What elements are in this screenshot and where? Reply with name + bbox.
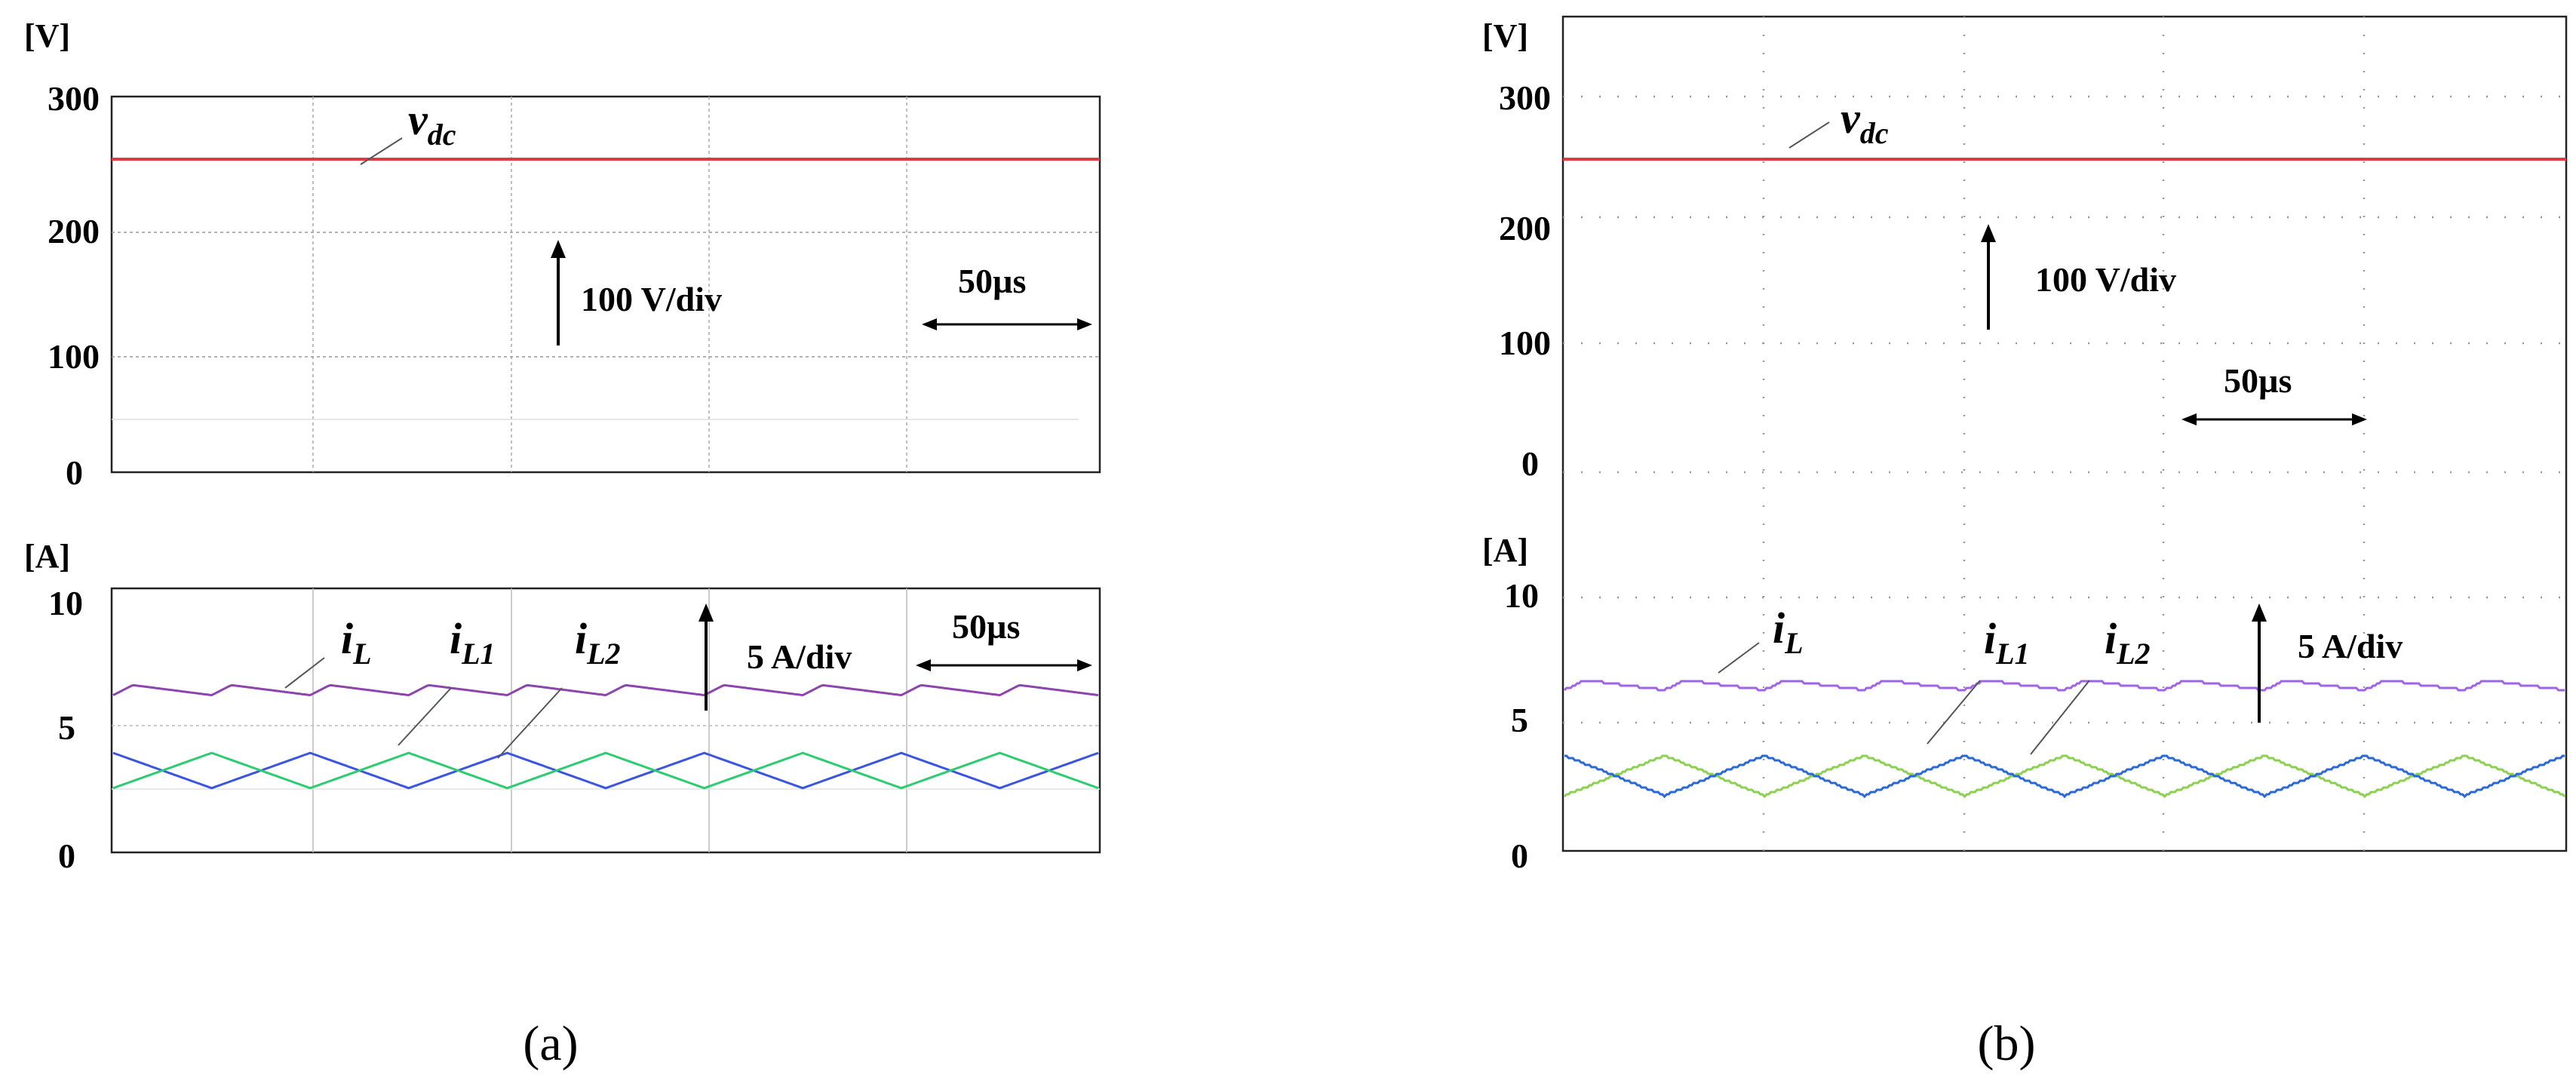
current-tick-0-a: 0: [58, 837, 75, 875]
voltage-tick-300-a: 300: [48, 79, 100, 118]
iL1-series-label-a: iL1: [450, 614, 496, 671]
voltage-tick-0-b: 0: [1521, 444, 1539, 483]
current-tick-10-a: 10: [48, 584, 83, 622]
iL-leader-line-b: [1718, 642, 1760, 674]
voltage-time-arrowhead-right-a: [1077, 318, 1092, 330]
current-plot-frame-a: [110, 587, 1101, 854]
current-tick-0-b: 0: [1511, 837, 1528, 875]
voltage-time-label-b: 50µs: [2224, 361, 2292, 400]
voltage-scale-label-a: 100 V/div: [581, 280, 722, 318]
subfigure-b: [V] 300 200 100 0 vdc 100 V/div 50µs [A]…: [1482, 15, 2568, 1071]
current-unit-label-a: [A]: [24, 538, 70, 575]
iL2-series-line-b: [1564, 754, 2565, 799]
current-time-arrowhead-right-a: [1077, 659, 1092, 671]
current-tick-5-a: 5: [58, 708, 75, 747]
iL1-series-line-a: [112, 751, 1099, 790]
current-tick-5-b: 5: [1511, 701, 1528, 739]
iL1-series-label-b: iL1: [1984, 614, 2030, 671]
iL-series-label-a: iL: [341, 614, 372, 671]
vdc-leader-line-a: [360, 137, 403, 165]
current-tick-10-b: 10: [1504, 576, 1539, 615]
vdc-series-label-a: vdc: [408, 95, 456, 152]
voltage-unit-label-a: [V]: [24, 17, 70, 54]
iL2-series-label-a: iL2: [575, 614, 621, 671]
iL1-series-line-b: [1563, 754, 2566, 799]
voltage-scale-arrowhead-b: [1981, 224, 1996, 242]
grid-b: [1563, 17, 2566, 851]
iL2-leader-line-b: [2030, 680, 2090, 755]
current-scale-arrowhead-b: [2252, 603, 2267, 622]
iL2-series-line-a: [112, 751, 1099, 790]
iL2-series-label-b: iL2: [2105, 614, 2151, 671]
current-scale-label-b: 5 A/div: [2298, 627, 2403, 665]
current-time-label-a: 50µs: [952, 607, 1020, 646]
iL1-leader-line-b: [1927, 680, 1981, 745]
iL1-leader-line-a: [398, 687, 452, 746]
voltage-time-arrowhead-right-b: [2352, 413, 2367, 425]
current-scale-label-a: 5 A/div: [747, 637, 852, 676]
current-scale-arrowhead-a: [698, 603, 714, 622]
current-unit-label-b: [A]: [1482, 532, 1528, 569]
voltage-scale-arrowhead-a: [551, 240, 566, 258]
iL-series-line-a: [112, 683, 1099, 697]
voltage-scale-label-b: 100 V/div: [2035, 260, 2176, 299]
voltage-time-arrowhead-left-b: [2181, 413, 2197, 425]
voltage-time-arrowhead-left-a: [922, 318, 937, 330]
voltage-tick-0-a: 0: [66, 453, 83, 492]
vdc-leader-line-b: [1788, 121, 1830, 149]
voltage-plot-frame-a: [110, 95, 1101, 474]
plot-frame-b: [1561, 15, 2568, 852]
iL-series-label-b: iL: [1773, 603, 1804, 660]
caption-a: (a): [523, 1016, 578, 1071]
voltage-unit-label-b: [V]: [1482, 17, 1528, 54]
voltage-tick-200-a: 200: [48, 212, 100, 250]
voltage-tick-300-b: 300: [1499, 78, 1551, 117]
voltage-tick-100-b: 100: [1499, 324, 1551, 362]
iL2-leader-line-a: [497, 687, 563, 759]
current-time-arrowhead-left-a: [916, 659, 931, 671]
voltage-tick-100-a: 100: [48, 337, 100, 376]
iL-series-line-b: [1563, 680, 2565, 692]
caption-b: (b): [1978, 1016, 2036, 1071]
voltage-time-label-a: 50µs: [958, 262, 1026, 300]
subfigure-a: [V] 300 200 100 0 vdc 100 V/div 50µs [A]…: [24, 17, 1101, 1071]
vdc-series-label-b: vdc: [1841, 94, 1889, 150]
voltage-tick-200-b: 200: [1499, 209, 1551, 247]
iL-leader-line-a: [284, 657, 325, 689]
